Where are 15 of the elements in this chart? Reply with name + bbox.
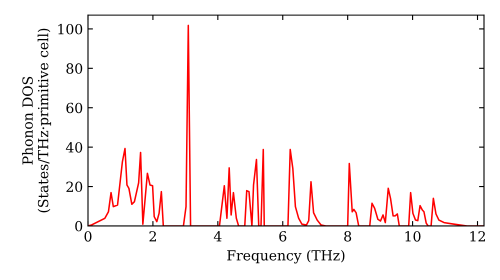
- x-axis-title: Frequency (THz): [227, 250, 344, 264]
- x-tick-label: 12: [470, 231, 485, 242]
- y-tick-label: 0: [75, 220, 82, 232]
- y-axis-title: Phonon DOS (States/THz·primitive cell): [22, 28, 52, 212]
- y-tick-label: 100: [58, 24, 82, 34]
- y-tick-label: 60: [66, 102, 82, 114]
- y-tick-label: 20: [66, 182, 82, 192]
- y-tick-label: 80: [66, 63, 82, 74]
- x-tick-label: 2: [149, 231, 156, 242]
- x-tick-label: 6: [279, 231, 286, 242]
- x-tick-label: 8: [344, 231, 352, 242]
- x-tick-label: 4: [214, 231, 222, 242]
- y-tick-label: 40: [66, 142, 82, 153]
- x-tick-label: 10: [405, 231, 421, 242]
- x-tick-label: 0: [84, 231, 92, 242]
